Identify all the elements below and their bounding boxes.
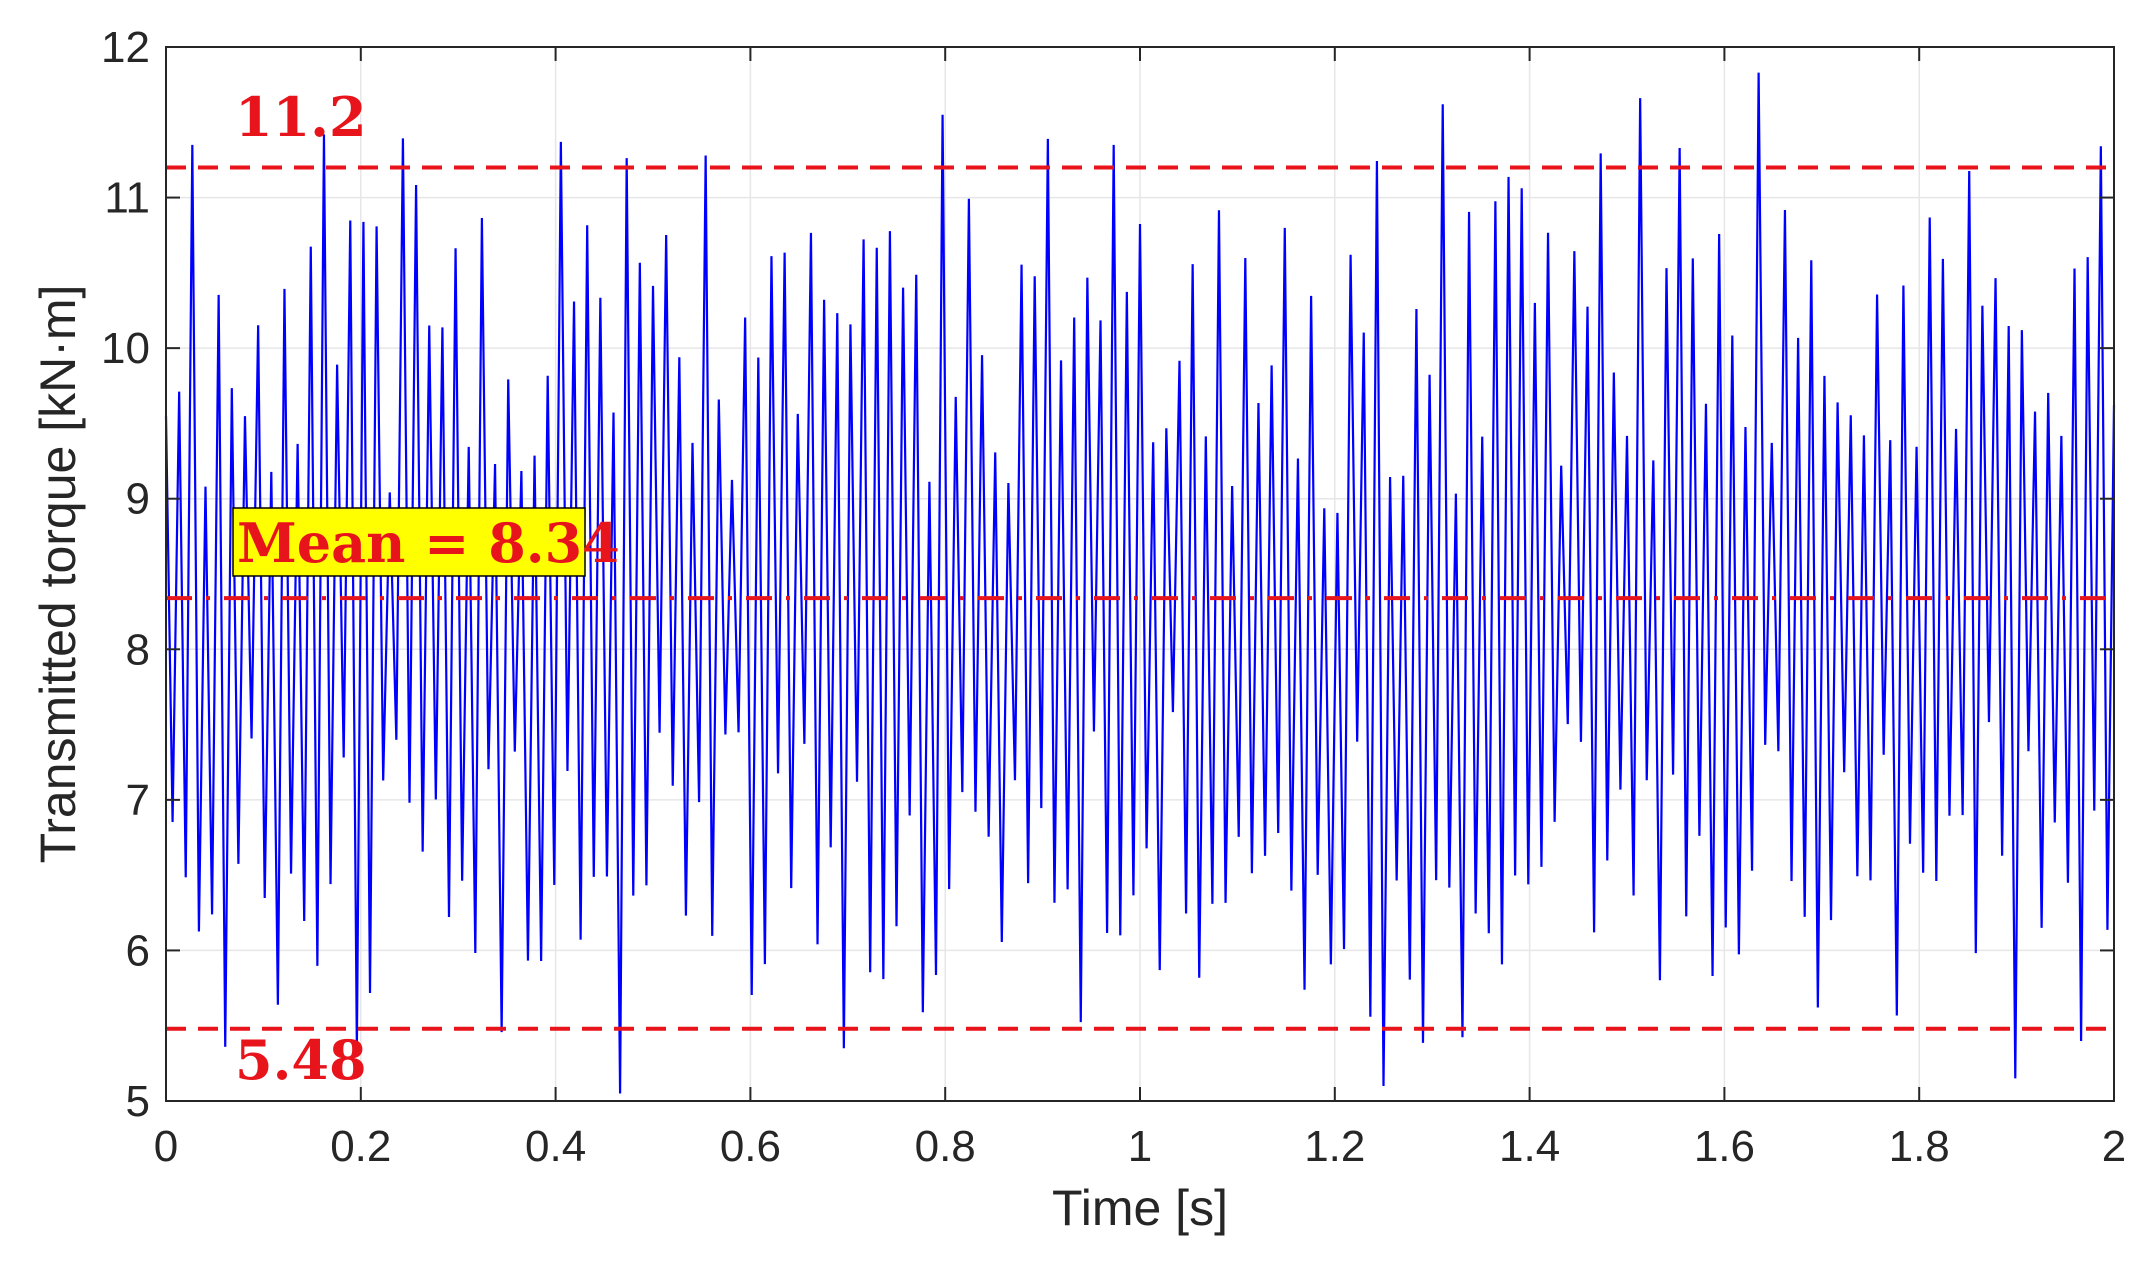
signal-layer bbox=[164, 72, 2116, 1094]
mean-label-highlight bbox=[232, 507, 586, 577]
y-tick-label: 10 bbox=[101, 324, 150, 373]
upper-limit-label: 11.2 bbox=[235, 85, 367, 149]
x-tick-label: 1 bbox=[1128, 1122, 1152, 1171]
y-tick-label: 11 bbox=[104, 174, 150, 223]
y-tick-label: 7 bbox=[126, 776, 150, 825]
annotations: 11.2 Mean = 8.34 5.48 bbox=[232, 85, 620, 1092]
reference-lines bbox=[166, 165, 2114, 1031]
grid-lines bbox=[166, 47, 2114, 1101]
x-tick-label: 0.8 bbox=[915, 1122, 976, 1171]
lower-limit-label: 5.48 bbox=[235, 1028, 367, 1092]
y-tick-label: 8 bbox=[126, 625, 150, 674]
y-axis-label: Transmitted torque [kN·m] bbox=[30, 285, 86, 864]
y-axis-ticks: 5 6 7 8 9 10 11 12 bbox=[101, 23, 2114, 1126]
y-tick-label: 5 bbox=[126, 1077, 150, 1126]
y-tick-label: 6 bbox=[126, 926, 150, 975]
x-axis-ticks: 0 0.2 0.4 0.6 0.8 1 1.2 1.4 1.6 1.8 2 bbox=[154, 47, 2126, 1171]
y-tick-label: 12 bbox=[101, 23, 150, 72]
x-tick-label: 0.2 bbox=[330, 1122, 391, 1171]
x-tick-label: 1.8 bbox=[1889, 1122, 1950, 1171]
torque-signal-line bbox=[164, 72, 2116, 1094]
x-tick-label: 1.2 bbox=[1304, 1122, 1365, 1171]
x-tick-label: 0.6 bbox=[720, 1122, 781, 1171]
x-tick-label: 1.6 bbox=[1694, 1122, 1755, 1171]
mean-label: Mean = 8.34 bbox=[237, 511, 620, 575]
x-tick-label: 0 bbox=[154, 1122, 178, 1171]
x-tick-label: 1.4 bbox=[1499, 1122, 1560, 1171]
x-tick-label: 2 bbox=[2102, 1122, 2126, 1171]
y-tick-label: 9 bbox=[126, 475, 150, 524]
x-tick-label: 0.4 bbox=[525, 1122, 586, 1171]
x-axis-label: Time [s] bbox=[1052, 1180, 1228, 1236]
